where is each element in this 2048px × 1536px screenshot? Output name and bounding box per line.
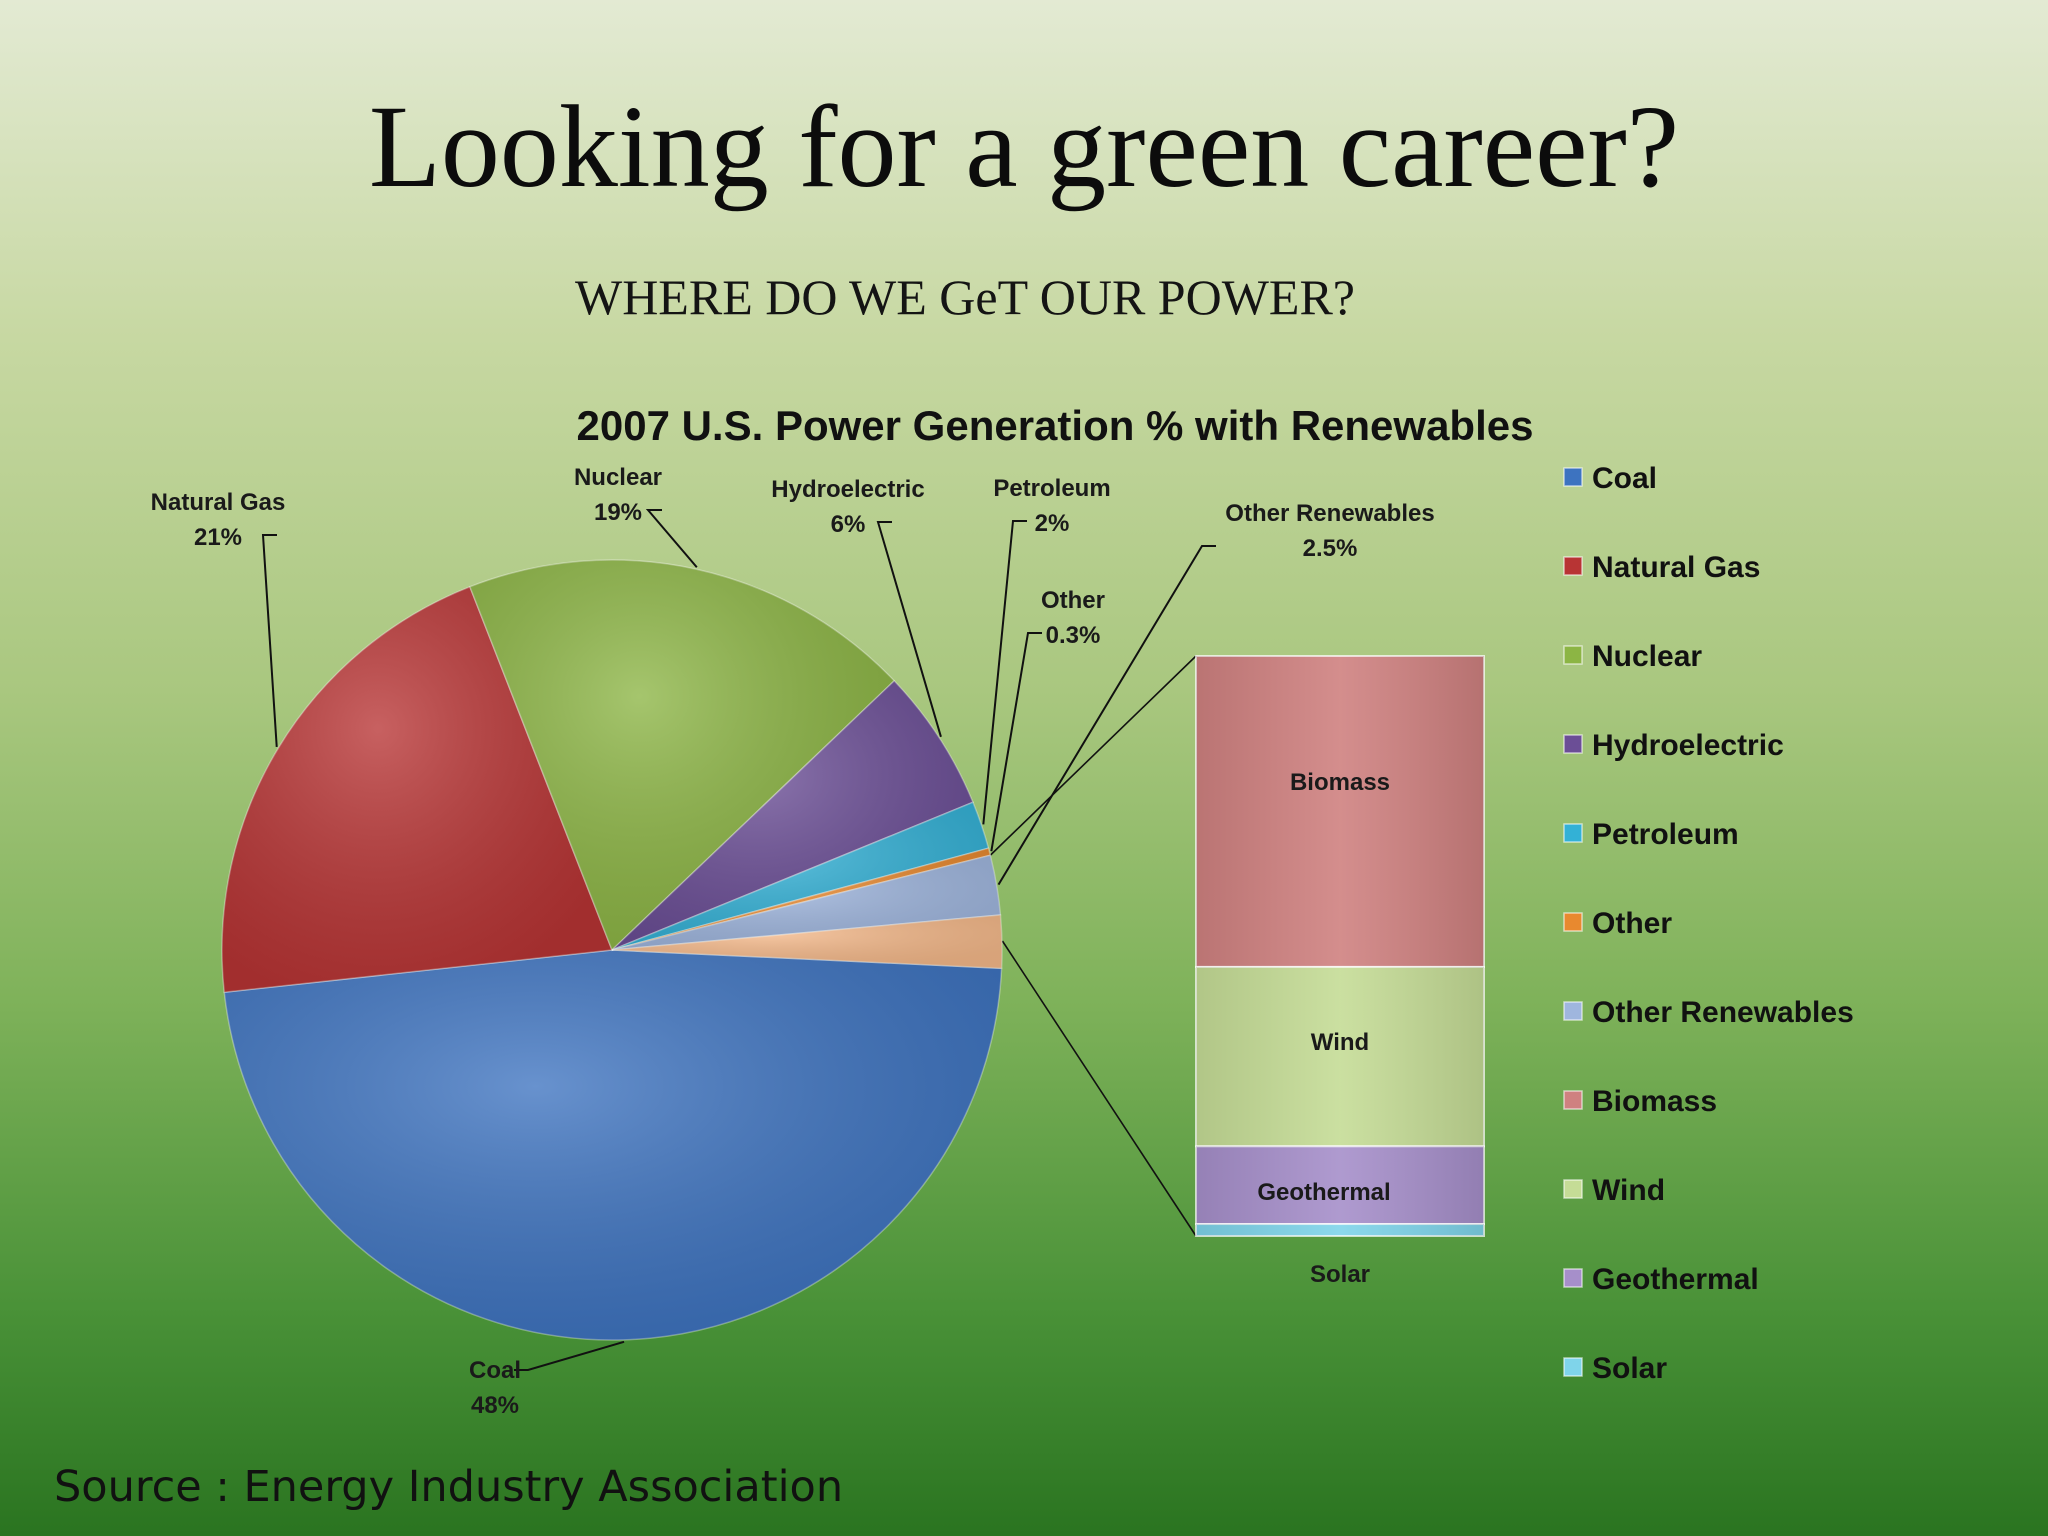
pie-label-coal: Coal [469, 1357, 521, 1384]
legend-label-petroleum: Petroleum [1592, 818, 1739, 851]
legend-label-solar: Solar [1592, 1352, 1667, 1385]
legend-label-geothermal: Geothermal [1592, 1263, 1759, 1296]
pie-slice-other-shade [612, 848, 991, 950]
legend-label-nuclear: Nuclear [1592, 640, 1702, 673]
pie-value-hydroelectric: 6% [831, 511, 866, 538]
pie-slice-nuclear-shade [469, 560, 895, 950]
pie-value-other: 0.3% [1046, 622, 1101, 649]
leader-line-natural-gas [261, 534, 278, 747]
bar-segment-shade-solar [1196, 1224, 1484, 1236]
pie-slice-natural-gas-shade [222, 586, 612, 993]
leader-line-other [990, 632, 1042, 852]
bar-segment-shade-biomass [1196, 656, 1484, 967]
pie-label-natural-gas: Natural Gas [151, 489, 286, 516]
legend-swatch-other-renewables [1563, 1001, 1583, 1021]
bar-label-solar: Solar [1310, 1261, 1370, 1288]
legend-swatch-other [1563, 912, 1583, 932]
pie-slice-unlabeled-shade [612, 915, 1003, 969]
legend-label-biomass: Biomass [1592, 1085, 1717, 1118]
leader-line-hydroelectric [876, 521, 942, 738]
legend-swatch-nuclear [1563, 645, 1583, 665]
pie-data-labels: Coal 48% Natural Gas 21% Nuclear 19% Hydroelec… [151, 464, 1435, 1419]
leader-line-other-renewables [997, 545, 1216, 886]
connector-line-top [989, 655, 1197, 856]
bar-label-geothermal: Geothermal [1257, 1179, 1390, 1206]
pie-slice-petroleum-shade [612, 802, 989, 950]
chart-title: 2007 U.S. Power Generation % with Renewa… [577, 402, 1534, 449]
pie-label-other: Other [1041, 587, 1105, 614]
legend-swatch-natural-gas [1563, 556, 1583, 576]
pie-label-nuclear: Nuclear [574, 464, 662, 491]
legend-swatch-petroleum [1563, 823, 1583, 843]
pie-value-nuclear: 19% [594, 499, 642, 526]
legend-label-other: Other [1592, 907, 1672, 940]
legend-swatch-geothermal [1563, 1268, 1583, 1288]
breakout-connectors [989, 655, 1197, 1237]
source-note: Source : Energy Industry Association [54, 1462, 844, 1512]
legend-swatch-coal [1563, 467, 1583, 487]
legend-label-wind: Wind [1592, 1174, 1665, 1207]
pie-label-petroleum: Petroleum [993, 475, 1110, 502]
legend-label-natural-gas: Natural Gas [1592, 551, 1760, 584]
legend-label-other-renewables: Other Renewables [1592, 996, 1854, 1029]
pie-slice-other-renewables-shade [612, 855, 1001, 950]
legend-label-coal: Coal [1592, 462, 1657, 495]
legend-swatch-hydroelectric [1563, 734, 1583, 754]
bar-label-wind: Wind [1311, 1029, 1369, 1056]
legend-swatch-solar [1563, 1357, 1583, 1377]
breakout-bar: Biomass Wind Geothermal Solar [1195, 655, 1485, 1288]
pie-value-coal: 48% [471, 1392, 519, 1419]
pie-label-other-renewables: Other Renewables [1225, 500, 1434, 527]
bar-segment-shade-wind [1196, 966, 1484, 1147]
slide-title: Looking for a green career? [368, 81, 1680, 212]
bar-label-biomass: Biomass [1290, 769, 1390, 796]
pie-value-natural-gas: 21% [194, 524, 242, 551]
legend-swatch-biomass [1563, 1090, 1583, 1110]
legend-swatch-wind [1563, 1179, 1583, 1199]
pie-value-other-renewables: 2.5% [1303, 535, 1358, 562]
pie-value-petroleum: 2% [1035, 510, 1070, 537]
pie-leader-lines [261, 509, 1216, 1371]
leader-line-petroleum [982, 520, 1027, 825]
leader-line-nuclear [645, 509, 698, 568]
connector-line-bottom [1001, 940, 1197, 1237]
chart-legend: Coal Natural Gas Nuclear Hydroelectric Petro… [1563, 462, 1854, 1385]
pie-slice-hydroelectric-shade [612, 680, 973, 950]
pie-chart [221, 559, 1003, 1341]
bar-segment-shade-geothermal [1196, 1146, 1484, 1225]
pie-slice-coal-shade [224, 950, 1002, 1341]
legend-label-hydroelectric: Hydroelectric [1592, 729, 1784, 762]
pie-label-hydroelectric: Hydroelectric [771, 476, 924, 503]
leader-line-coal [514, 1340, 625, 1371]
slide-subtitle: WHERE DO WE GeT OUR POWER? [575, 269, 1355, 325]
